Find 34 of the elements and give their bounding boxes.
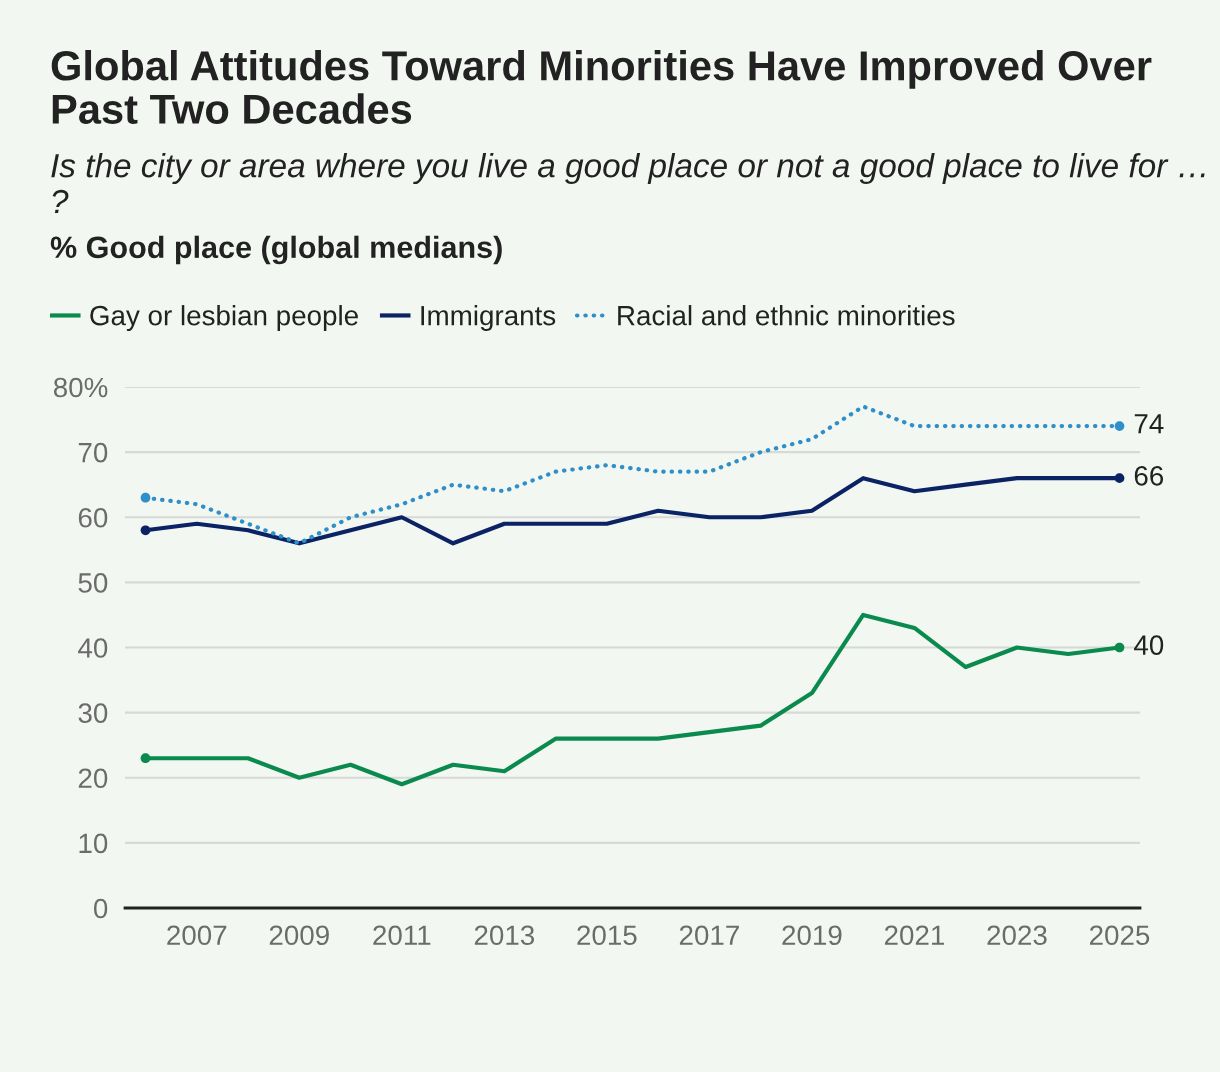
legend-label: Immigrants xyxy=(421,305,556,331)
x-tick-label: 2007 xyxy=(167,925,227,946)
data-label: 74 xyxy=(1134,414,1164,434)
legend-label: Gay or lesbian people xyxy=(90,305,358,331)
y-tick-label: 40 xyxy=(78,638,108,658)
y-tick-label: 0 xyxy=(93,898,108,919)
legend-label: Racial and ethnic minorities xyxy=(618,305,955,326)
x-tick-label: 2021 xyxy=(884,925,944,946)
x-tick-label: 2019 xyxy=(782,925,842,946)
point xyxy=(140,492,151,503)
y-axis-title: % Good place (global medians) xyxy=(50,235,502,265)
x-tick-label: 2013 xyxy=(474,925,535,946)
x-tick-label: 2009 xyxy=(269,925,329,946)
x-tick-label: 2011 xyxy=(373,925,431,946)
point xyxy=(1114,642,1125,653)
y-tick-label: 10 xyxy=(79,833,108,854)
point xyxy=(1114,473,1125,484)
y-tick-label: 20 xyxy=(78,768,108,789)
y-tick-label: 80% xyxy=(53,377,108,398)
data-label: 66 xyxy=(1134,465,1164,486)
point xyxy=(140,525,151,536)
point xyxy=(1114,421,1125,431)
y-tick-label: 50 xyxy=(78,573,108,593)
y-tick-label: 70 xyxy=(78,442,108,463)
x-tick-label: 2017 xyxy=(679,925,739,946)
x-tick-label: 2025 xyxy=(1090,925,1150,946)
x-tick-label: 2015 xyxy=(577,925,637,946)
chart-subtitle: Is the city or area where you live a good place or not a good place to live for … ? xyxy=(51,153,1205,214)
x-tick-label: 2023 xyxy=(987,925,1047,946)
chart-title: Global Attitudes Toward Minorities Have Improved Over Past Two Decades xyxy=(51,50,1152,124)
data-label: 40 xyxy=(1134,635,1164,655)
y-tick-label: 60 xyxy=(78,507,108,528)
point xyxy=(140,753,151,764)
y-tick-label: 30 xyxy=(78,703,108,723)
